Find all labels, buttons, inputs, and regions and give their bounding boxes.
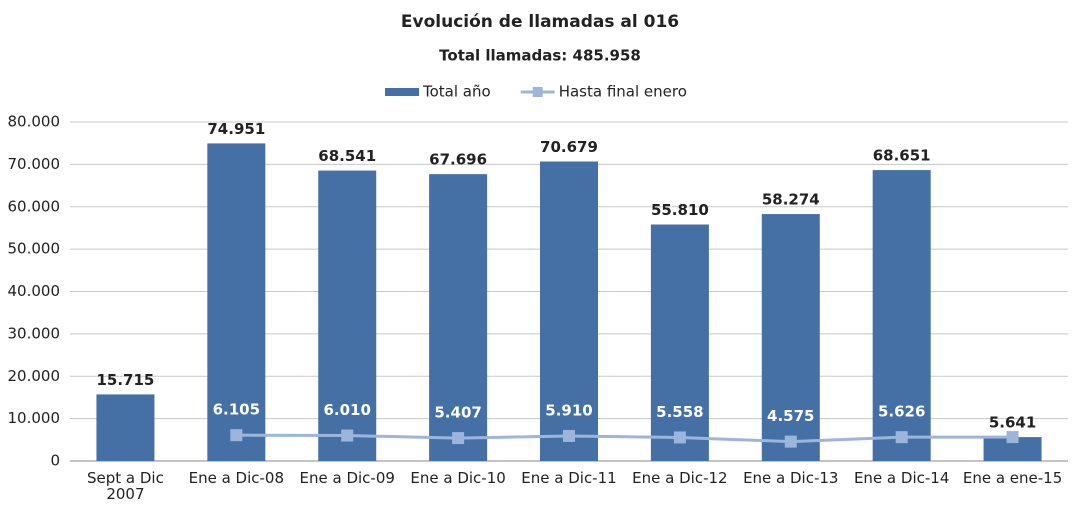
x-tick-label: Ene a ene-15: [962, 469, 1063, 487]
line-value-label: 5.558: [656, 403, 703, 421]
bar: [96, 394, 155, 461]
legend-swatch: [532, 87, 543, 97]
y-tick-label: 0: [50, 452, 60, 470]
y-tick-label: 60.000: [8, 197, 61, 215]
bar: [983, 437, 1042, 461]
y-tick-label: 40.000: [8, 282, 61, 300]
bar-value-label: 67.696: [429, 151, 487, 169]
bar: [207, 143, 266, 461]
bar: [540, 161, 598, 461]
x-tick-label: Ene a Dic-11: [521, 469, 617, 487]
y-tick-label: 30.000: [8, 324, 61, 342]
line: [236, 433, 1013, 444]
bar: [761, 214, 820, 461]
line-marker: [452, 432, 465, 445]
line-value-label: 6.010: [323, 401, 370, 419]
x-tick-label: Sept a Dic 2007: [87, 469, 164, 503]
x-tick-label: Ene a Dic-14: [853, 469, 950, 487]
line-marker: [673, 431, 686, 444]
bar-value-label: 58.274: [762, 191, 820, 209]
bar: [650, 224, 709, 461]
bar: [318, 170, 377, 462]
line-marker: [1006, 431, 1019, 444]
line-marker: [895, 431, 908, 444]
bar: [872, 170, 931, 462]
bar-value-label: 68.651: [873, 147, 931, 165]
x-tick-label: Ene a Dic-09: [299, 469, 395, 487]
chart-subtitle: Total llamadas: 485.958: [439, 47, 641, 65]
line-value-label: 5.910: [545, 401, 592, 419]
legend-label: Total año: [422, 83, 491, 101]
line-marker: [563, 429, 575, 442]
x-tick-label: Ene a Dic-12: [632, 469, 728, 487]
y-tick-label: 70.000: [8, 155, 61, 173]
line-value-label: 4.575: [767, 407, 814, 425]
line-value-label: 5.407: [434, 404, 481, 422]
bar-value-label: 68.541: [318, 147, 376, 165]
x-tick-label: Ene a Dic-08: [188, 469, 285, 487]
legend-swatch: [385, 88, 419, 96]
bar-value-label: 55.810: [651, 201, 709, 219]
legend-label: Hasta final enero: [559, 83, 687, 101]
line-marker: [784, 435, 797, 448]
chart-title: Evolución de llamadas al 016: [401, 12, 679, 32]
y-tick-label: 50.000: [8, 240, 61, 258]
x-tick-label: Ene a Dic-10: [410, 469, 506, 487]
bar: [429, 174, 488, 462]
line-marker: [230, 429, 243, 442]
line-value-label: 5.626: [878, 403, 925, 421]
bar-value-label: 74.951: [207, 120, 265, 138]
bar-value-label: 5.641: [989, 414, 1036, 432]
bar-value-label: 15.715: [96, 371, 154, 389]
y-tick-label: 10.000: [8, 409, 61, 427]
line-marker: [341, 429, 354, 442]
bar-value-label: 70.679: [540, 138, 598, 156]
x-tick-label: Ene a Dic-13: [743, 469, 839, 487]
line-value-label: 6.105: [213, 401, 260, 419]
y-tick-label: 20.000: [8, 367, 61, 385]
y-tick-label: 80.000: [8, 113, 61, 131]
